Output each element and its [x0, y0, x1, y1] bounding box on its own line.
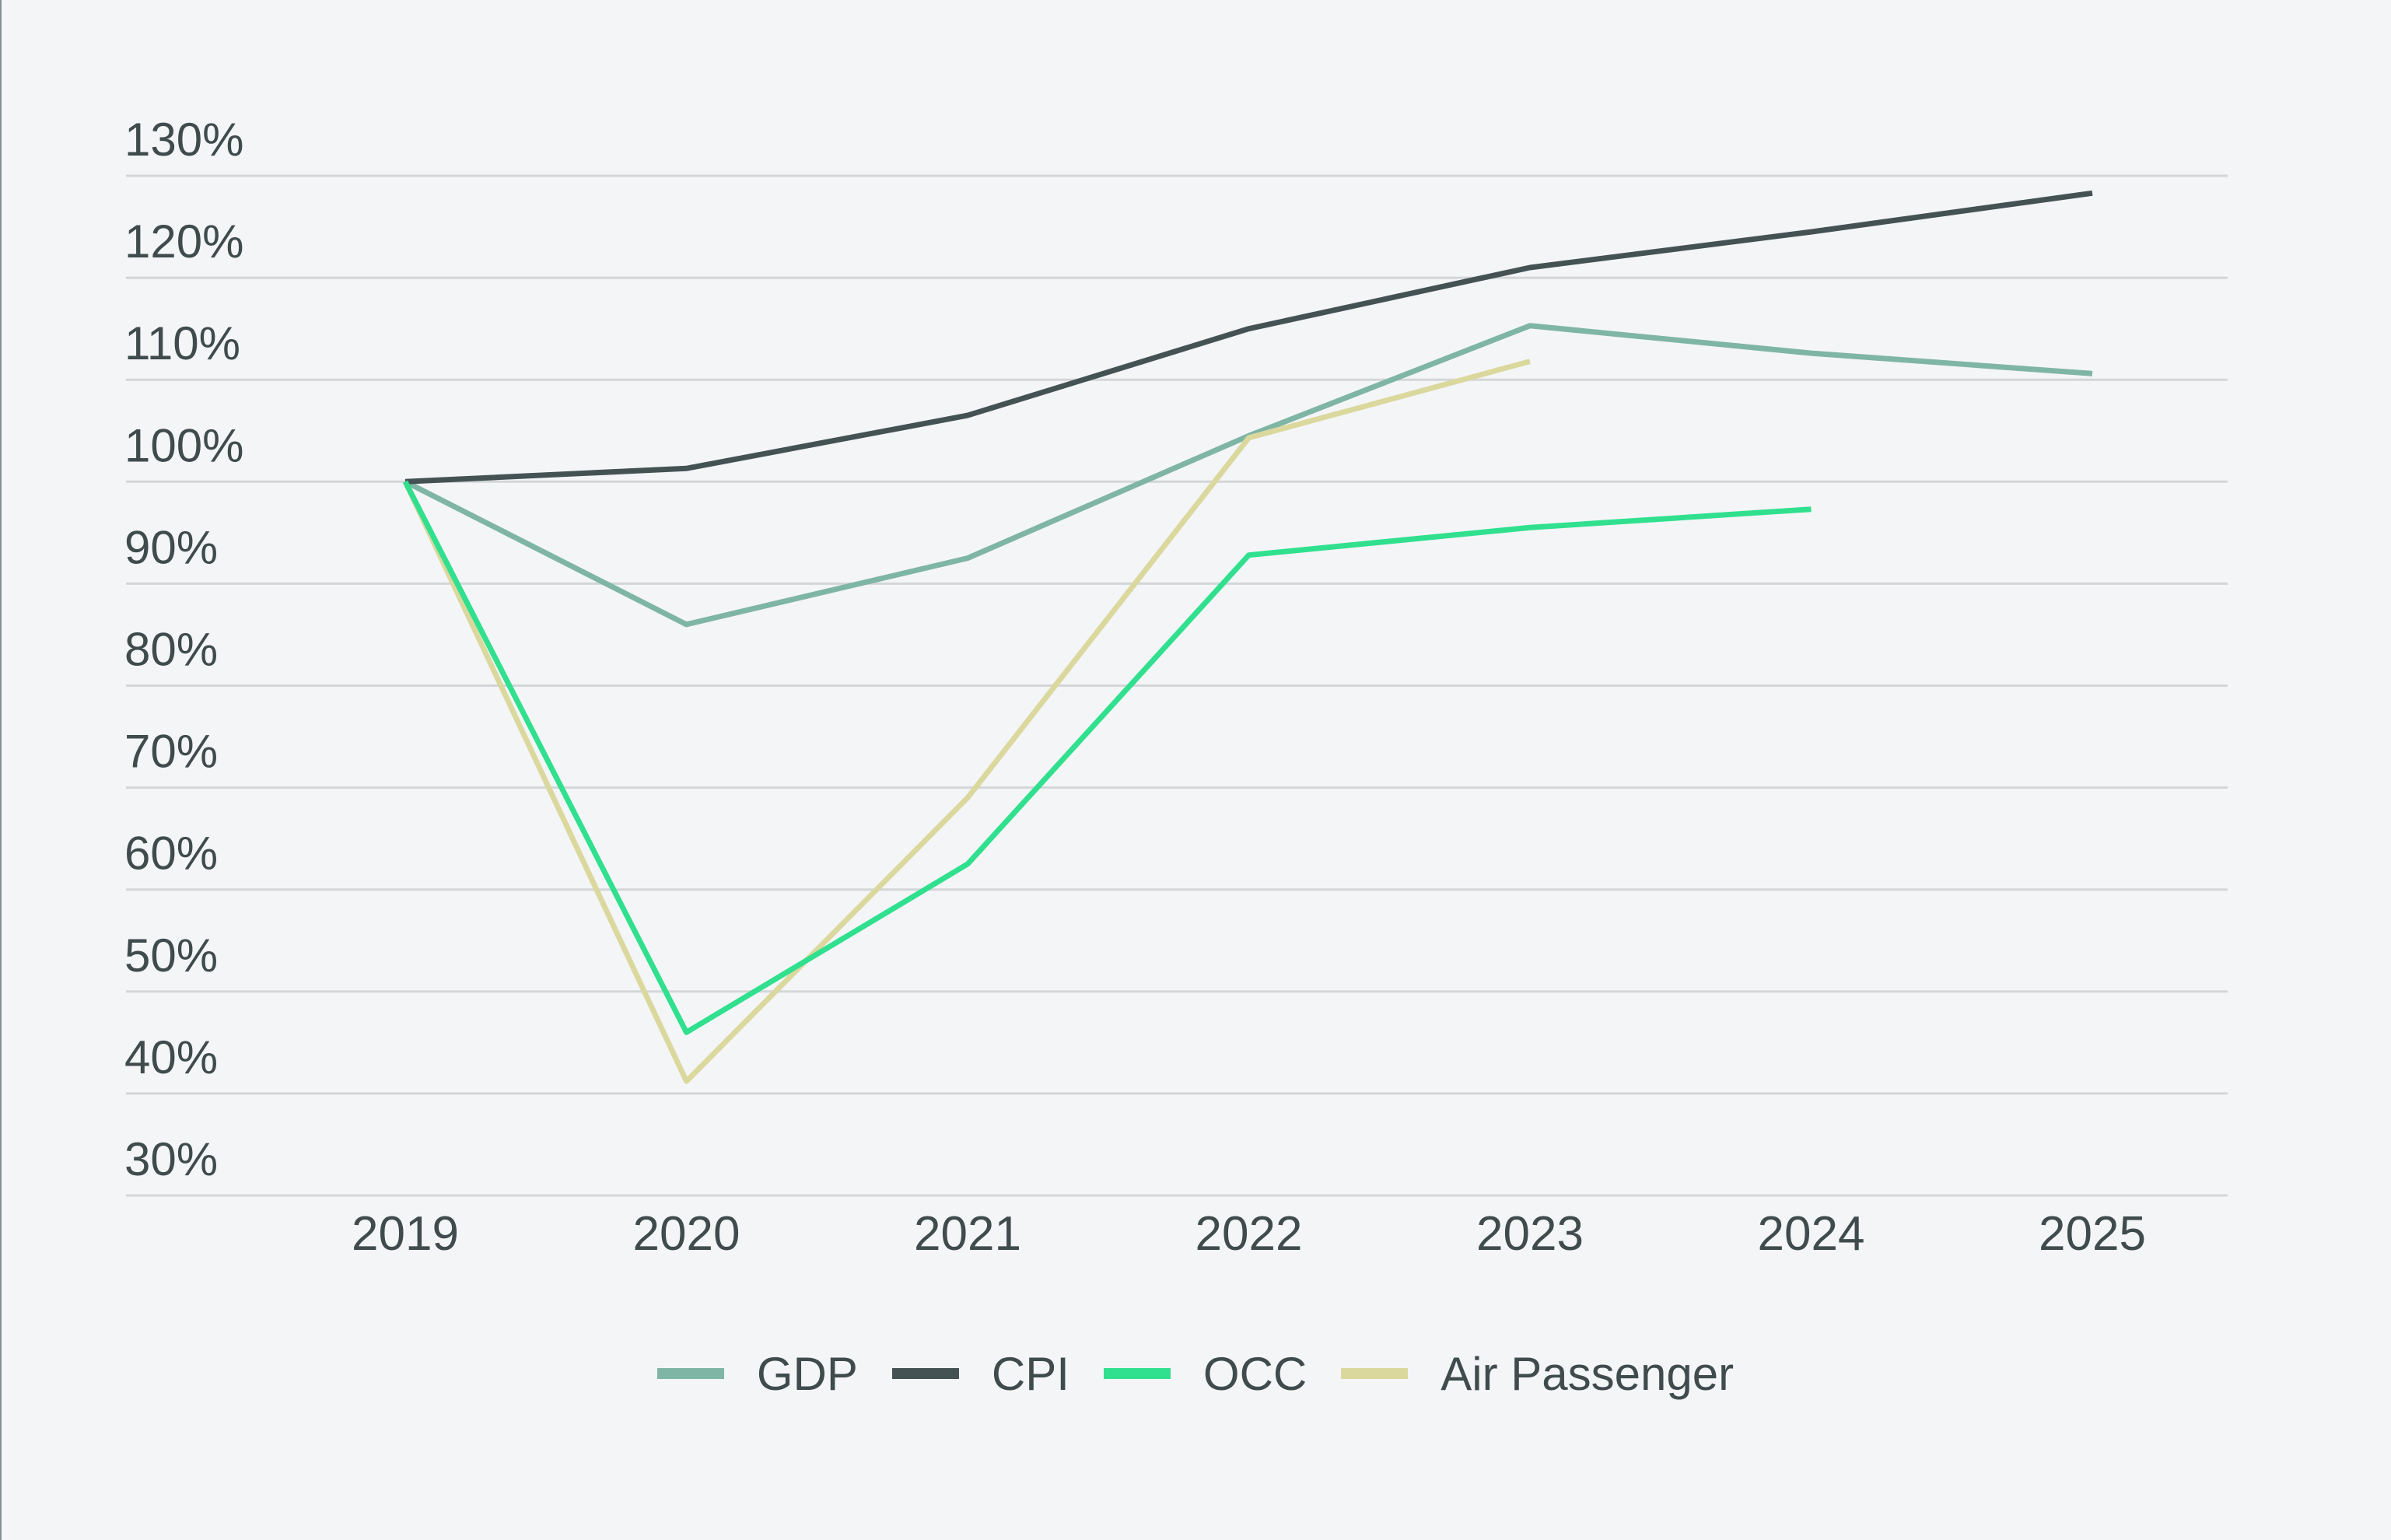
x-tick-label: 2024 [1758, 1207, 1865, 1261]
legend-swatch [891, 1368, 959, 1379]
series-line-air-passenger [402, 359, 1531, 1084]
legend-swatch [656, 1368, 724, 1379]
legend-item: Air Passenger [1341, 1347, 1734, 1401]
series-lines [402, 190, 2093, 1084]
y-tick-label: 50% [124, 929, 218, 982]
x-axis-ticks: 2019 2020 2021 2022 2023 2024 2025 [352, 1207, 2146, 1261]
series-line-gdp [404, 323, 2093, 628]
y-tick-label: 60% [124, 828, 218, 880]
legend-label: CPI [991, 1347, 1069, 1400]
legend-swatch [1341, 1368, 1409, 1379]
y-tick-label: 70% [124, 726, 218, 778]
x-tick-label: 2023 [1476, 1207, 1584, 1261]
y-axis-ticks: 130% 120% 110% 100% 90% 80% 70% 60% 50% 40% 30% [124, 114, 243, 1185]
series-line-cpi [404, 190, 2093, 485]
legend-item: OCC [1103, 1347, 1308, 1401]
y-tick-label: 130% [124, 114, 243, 166]
gridlines [126, 174, 2228, 1197]
legend-label: GDP [756, 1347, 858, 1400]
legend-item: CPI [891, 1347, 1069, 1401]
y-tick-label: 120% [124, 215, 243, 268]
legend-label: OCC [1203, 1347, 1308, 1400]
y-tick-label: 40% [124, 1031, 218, 1083]
legend: GDP CPI OCC Air Passenger [0, 1348, 2391, 1400]
legend-item: GDP [656, 1347, 858, 1401]
x-tick-label: 2021 [914, 1207, 1021, 1261]
legend-label: Air Passenger [1441, 1347, 1735, 1400]
y-tick-label: 100% [124, 419, 243, 471]
y-tick-label: 90% [124, 521, 218, 573]
legend-swatch [1103, 1368, 1171, 1379]
x-tick-label: 2025 [2039, 1207, 2146, 1261]
y-tick-label: 30% [124, 1133, 218, 1185]
x-tick-label: 2019 [352, 1207, 459, 1261]
x-tick-label: 2020 [633, 1207, 740, 1261]
series-line-occ [402, 480, 1812, 1035]
y-tick-label: 80% [124, 624, 218, 676]
x-tick-label: 2022 [1196, 1207, 1303, 1261]
y-tick-label: 110% [124, 317, 240, 369]
